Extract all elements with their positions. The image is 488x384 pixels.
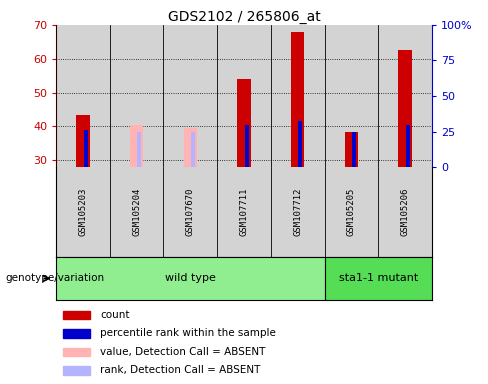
Text: sta1-1 mutant: sta1-1 mutant bbox=[339, 273, 418, 283]
Bar bbox=[76, 114, 90, 167]
Text: GSM105205: GSM105205 bbox=[347, 188, 356, 236]
Bar bbox=[398, 50, 412, 167]
Bar bbox=[352, 131, 356, 167]
Text: GSM105203: GSM105203 bbox=[79, 188, 87, 236]
Bar bbox=[63, 366, 90, 375]
Text: percentile rank within the sample: percentile rank within the sample bbox=[100, 328, 276, 338]
Bar bbox=[56, 25, 110, 167]
Bar bbox=[63, 329, 90, 338]
Bar bbox=[163, 25, 217, 167]
Text: GSM105206: GSM105206 bbox=[401, 188, 409, 236]
Bar bbox=[183, 128, 197, 167]
Bar bbox=[299, 121, 302, 167]
Bar bbox=[406, 125, 409, 167]
Title: GDS2102 / 265806_at: GDS2102 / 265806_at bbox=[167, 10, 321, 24]
Text: GSM107712: GSM107712 bbox=[293, 188, 302, 236]
Bar bbox=[191, 131, 195, 167]
Bar bbox=[63, 311, 90, 319]
Bar bbox=[291, 32, 305, 167]
Bar bbox=[271, 25, 325, 167]
Text: GSM107711: GSM107711 bbox=[240, 188, 248, 236]
Text: value, Detection Call = ABSENT: value, Detection Call = ABSENT bbox=[100, 347, 265, 357]
Bar bbox=[110, 25, 163, 167]
Bar bbox=[217, 25, 271, 167]
Text: genotype/variation: genotype/variation bbox=[5, 273, 104, 283]
Bar bbox=[345, 131, 358, 167]
Text: count: count bbox=[100, 310, 129, 320]
Bar bbox=[56, 257, 325, 300]
Text: GSM107670: GSM107670 bbox=[186, 188, 195, 236]
Bar bbox=[245, 125, 248, 167]
Bar bbox=[63, 348, 90, 356]
Bar bbox=[84, 130, 87, 167]
Bar bbox=[325, 25, 378, 167]
Bar bbox=[130, 125, 143, 167]
Bar bbox=[378, 25, 432, 167]
Bar bbox=[138, 131, 141, 167]
Bar bbox=[237, 79, 251, 167]
Bar bbox=[325, 257, 432, 300]
Text: wild type: wild type bbox=[165, 273, 216, 283]
Text: GSM105204: GSM105204 bbox=[132, 188, 141, 236]
Text: rank, Detection Call = ABSENT: rank, Detection Call = ABSENT bbox=[100, 366, 261, 376]
